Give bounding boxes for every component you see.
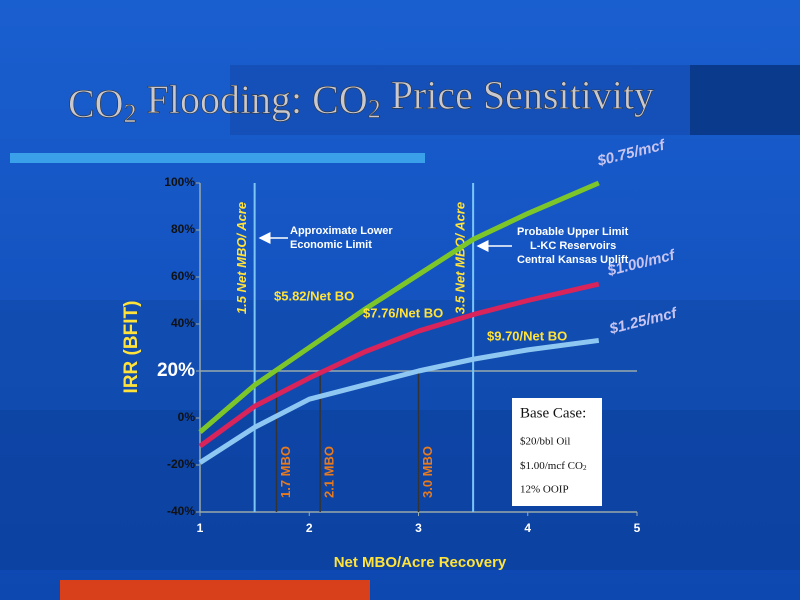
subscript: 2 [583, 464, 587, 472]
x-tick-label: 2 [306, 521, 313, 535]
y-tick-label: 40% [171, 316, 195, 330]
title-stripe [10, 153, 425, 163]
series-line [198, 281, 600, 449]
text-part: Price Sensitivity [381, 73, 654, 118]
x-tick-label: 1 [197, 521, 204, 535]
drop-label: 2.1 MBO [322, 446, 337, 498]
subscript: 2 [368, 95, 381, 124]
y-tick-label: 80% [171, 222, 195, 236]
drop-label: 3.0 MBO [420, 446, 435, 498]
annotation: L-KC Reservoirs [530, 240, 616, 252]
footer-bar [60, 580, 370, 600]
x-axis-label: Net MBO/Acre Recovery [334, 554, 507, 571]
annotation: Central Kansas Uplift [517, 254, 629, 266]
price-label: $7.76/Net BO [363, 305, 443, 320]
y-tick-label: 20% [157, 360, 195, 381]
y-tick-label: -40% [167, 504, 195, 518]
y-tick-label: 100% [164, 175, 195, 189]
text-part: $1.00/mcf CO [520, 460, 583, 472]
base-case-line: $20/bbl Oil [520, 436, 570, 448]
x-tick-label: 3 [415, 521, 422, 535]
limit-label: 1.5 Net MBO/ Acre [234, 202, 249, 314]
base-case-title: Base Case: [520, 405, 586, 421]
annotation: Probable Upper Limit [517, 226, 629, 238]
text-part: CO [68, 81, 124, 126]
annotation: Economic Limit [290, 239, 372, 251]
drop-label: 1.7 MBO [278, 446, 293, 498]
band [0, 300, 800, 410]
y-tick-label: -20% [167, 457, 195, 471]
limit-label: 3.5 Net MBO/ Acre [453, 202, 468, 314]
y-tick-label: 0% [178, 410, 196, 424]
series-line [198, 337, 600, 465]
base-case-box [512, 398, 602, 506]
subscript: 2 [124, 99, 137, 128]
base-case-line: $1.00/mcf CO2 [520, 460, 587, 472]
y-tick-label: 60% [171, 269, 195, 283]
series-line [198, 180, 600, 434]
price-label: $5.82/Net BO [274, 288, 354, 303]
band [0, 410, 800, 570]
annotation: Approximate Lower [290, 225, 393, 237]
x-tick-label: 4 [524, 521, 531, 535]
y-axis-label: IRR (BFIT) [121, 301, 142, 394]
slide-title: CO2 Flooding: CO2 Price Sensitivity [68, 73, 654, 128]
text-part: Flooding: CO [137, 77, 368, 122]
base-case-line: 12% OOIP [520, 484, 569, 496]
price-label: $9.70/Net BO [487, 328, 567, 343]
title-block [690, 65, 800, 135]
x-tick-label: 5 [634, 521, 641, 535]
